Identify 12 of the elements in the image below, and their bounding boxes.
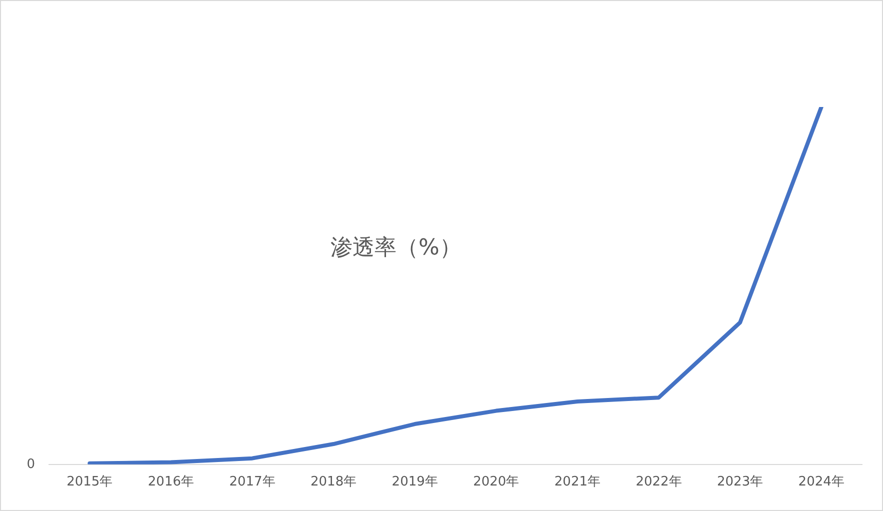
x-tick-label: 2022年 bbox=[636, 474, 682, 490]
x-tick-label: 2018年 bbox=[310, 474, 357, 490]
x-tick-label: 2024年 bbox=[798, 474, 844, 490]
x-tick-label: 2023年 bbox=[717, 474, 764, 490]
text: 渗透率（%） bbox=[330, 236, 462, 261]
x-tick-label: 2019年 bbox=[392, 474, 438, 490]
x-tick-label: 2017年 bbox=[229, 474, 276, 490]
x-tick-label: 2015年 bbox=[66, 474, 113, 490]
x-tick-label: 2021年 bbox=[554, 474, 600, 490]
x-tick-label: 2016年 bbox=[148, 474, 194, 490]
text: 0 bbox=[26, 456, 35, 472]
x-tick-label: 2020年 bbox=[473, 474, 520, 490]
